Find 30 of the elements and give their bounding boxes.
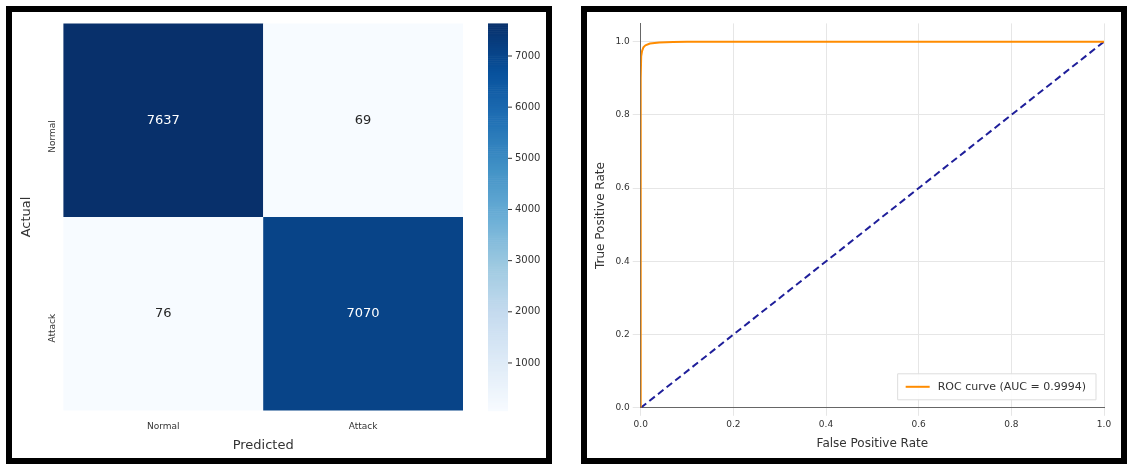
y-tick-label: 0.4 (615, 255, 630, 266)
x-tick-label: 0.4 (818, 418, 834, 429)
y-axis-title: True Positive Rate (593, 162, 608, 271)
y-tick-label: 1.0 (615, 36, 630, 47)
x-tick-label: Normal (147, 421, 180, 432)
x-tick-label: Attack (348, 421, 379, 432)
color-bar-label: 3000 (515, 254, 541, 266)
x-axis-title: False Positive Rate (816, 435, 929, 450)
color-bar-label: 2000 (515, 305, 541, 317)
x-axis-title: Predicted (232, 436, 294, 452)
color-bar-label: 1000 (515, 356, 541, 368)
data-label: 7070 (346, 305, 380, 321)
x-tick-label: 0.2 (726, 418, 741, 429)
legend-label: ROC curve (AUC = 0.9994) (937, 379, 1087, 393)
y-axis-title: Actual (18, 196, 34, 238)
data-label: 76 (155, 305, 172, 321)
data-label: 7637 (146, 111, 180, 127)
x-tick-label: 0.8 (1004, 418, 1019, 429)
y-tick-label: 0.8 (615, 109, 630, 120)
data-label: 69 (354, 111, 372, 127)
color-bar-label: 5000 (515, 151, 541, 163)
x-tick-label: 0.6 (911, 418, 927, 429)
color-bar-label: 6000 (515, 100, 541, 112)
color-bar-label: 7000 (515, 49, 541, 61)
y-tick-label: 0.0 (615, 402, 630, 413)
y-tick-label: 0.6 (615, 182, 630, 193)
x-tick-label: 1.0 (1096, 418, 1112, 429)
x-tick-label: 0.0 (633, 418, 649, 429)
y-tick-label: 0.2 (615, 328, 630, 339)
color-bar-label: 4000 (515, 203, 541, 215)
